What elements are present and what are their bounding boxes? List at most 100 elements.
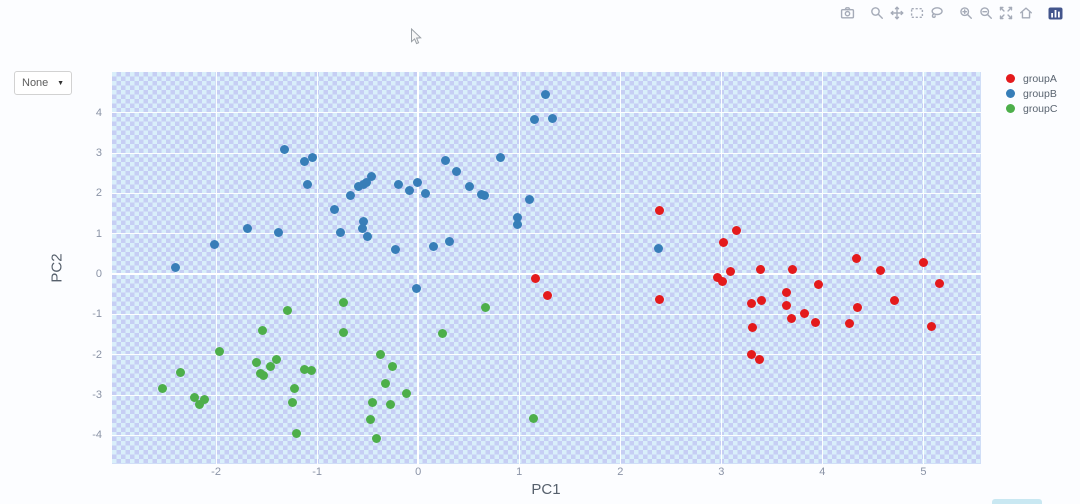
zoom-icon[interactable] [867,4,887,22]
x-gridline [518,72,520,464]
data-point-groupC [381,379,391,389]
data-point-groupB [411,283,421,293]
data-point-groupC [288,398,298,408]
data-point-groupB [367,172,377,182]
chevron-down-icon: ▼ [57,79,64,87]
data-point-groupB [394,180,404,190]
data-point-groupC [401,388,411,398]
data-point-groupB [363,231,373,241]
data-point-groupC [251,358,261,368]
data-point-groupA [655,294,665,304]
data-point-groupA [747,349,757,359]
data-point-groupB [654,244,664,254]
y-tick-label: 3 [95,147,102,160]
data-point-groupC [190,393,200,403]
data-point-groupA [756,264,766,274]
x-tick-label: -2 [211,466,221,478]
reset-home-icon[interactable] [1016,4,1036,22]
legend-label: groupC [1023,102,1058,115]
lasso-icon[interactable] [927,4,947,22]
data-point-groupC [386,400,396,410]
data-point-groupB [529,115,539,125]
data-point-groupA [655,205,665,215]
filter-dropdown[interactable]: None ▼ [14,71,72,95]
legend-marker-icon [1006,89,1015,98]
data-point-groupB [540,90,550,100]
x-tick-label: 2 [617,466,624,478]
y-tick-label: 4 [95,106,102,119]
x-gridline [720,72,722,464]
x-gridline [821,72,823,464]
legend-item-groupC[interactable]: groupC [1006,101,1057,116]
data-point-groupA [530,273,540,283]
data-point-groupC [366,415,376,425]
data-point-groupB [428,241,438,251]
autoscale-icon[interactable] [996,4,1016,22]
data-point-groupA [787,264,797,274]
data-point-groupA [725,267,735,277]
data-point-groupA [755,355,765,365]
filter-dropdown-value: None [22,77,49,89]
data-point-groupA [747,298,757,308]
data-point-groupA [935,278,945,288]
data-point-groupB [444,236,454,246]
pan-icon[interactable] [887,4,907,22]
plotly-modebar [837,4,1066,22]
data-point-groupC [158,384,168,394]
data-point-groupB [404,185,414,195]
data-point-groupC [481,303,491,313]
data-point-groupC [259,370,269,380]
data-point-groupB [391,245,401,255]
plotly-logo-icon[interactable] [1045,4,1066,22]
data-point-groupC [368,397,378,407]
data-point-groupA [876,265,886,275]
y-gridline [112,233,981,235]
data-point-groupC [200,394,210,404]
data-point-groupC [292,428,302,438]
data-point-groupB [512,220,522,230]
zoom-in-icon[interactable] [956,4,976,22]
x-gridline [922,72,924,464]
y-tick-label: 1 [95,227,102,240]
data-point-groupC [388,361,398,371]
legend-item-groupB[interactable]: groupB [1006,86,1057,101]
y-zeroline [112,273,981,276]
data-point-groupC [283,306,293,316]
data-point-groupB [358,223,368,233]
data-point-groupA [712,272,722,282]
data-point-groupC [272,355,282,365]
data-point-groupB [452,166,462,176]
y-gridline [112,313,981,315]
data-point-groupC [214,346,224,356]
data-point-groupB [548,114,558,124]
data-point-groupB [524,194,534,204]
data-point-groupA [757,295,767,305]
scatter-plot[interactable] [112,72,981,464]
data-point-groupB [171,262,181,272]
data-point-groupC [338,298,348,308]
data-point-groupA [782,288,792,298]
y-axis-ticks: -4 -3 -2 -1 0 1 2 3 4 [60,72,106,464]
data-point-groupA [853,303,863,313]
data-point-groupB [362,178,372,188]
legend-item-groupA[interactable]: groupA [1006,71,1057,86]
x-tick-label: 5 [920,466,927,478]
legend-marker-icon [1006,104,1015,113]
data-point-groupA [813,280,823,290]
data-point-groupB [302,179,312,189]
x-zeroline [417,72,420,464]
data-point-groupB [412,177,422,187]
data-point-groupC [338,327,348,337]
data-point-groupB [480,191,490,201]
x-gridline [619,72,621,464]
y-tick-label: -1 [92,308,102,321]
zoom-out-icon[interactable] [976,4,996,22]
x-axis-title: PC1 [531,481,561,498]
data-point-groupB [307,153,317,163]
box-select-icon[interactable] [907,4,927,22]
data-point-groupC [266,361,276,371]
data-point-groupB [440,155,450,165]
camera-icon[interactable] [837,4,858,22]
x-gridline [215,72,217,464]
data-point-groupB [420,189,430,199]
